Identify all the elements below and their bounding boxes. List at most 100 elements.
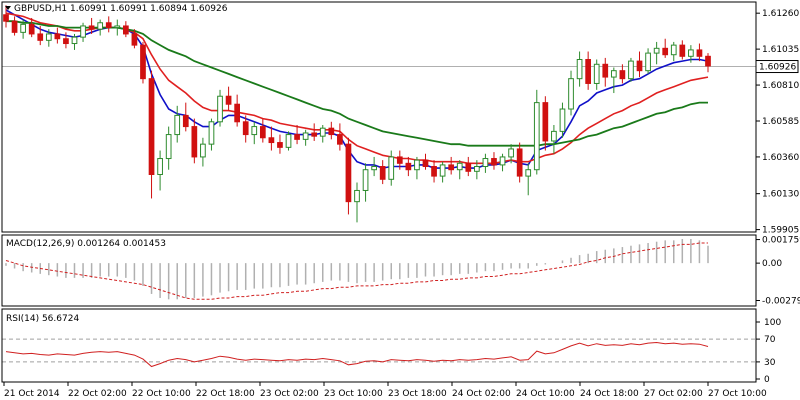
macd-header: MACD(12,26,9) 0.001264 0.001453 — [6, 239, 166, 249]
candle-bull — [71, 36, 78, 45]
candle-bull — [439, 164, 446, 177]
candle-bull — [217, 95, 223, 123]
menu-triangle-icon[interactable] — [5, 6, 11, 10]
candles — [3, 5, 711, 223]
candle-bull — [174, 114, 181, 136]
candle-bull — [670, 44, 677, 56]
candle-bull — [508, 148, 514, 158]
candle-bull — [20, 23, 26, 33]
candle-bear — [28, 23, 35, 35]
time-tick-label: 24 Oct 02:00 — [452, 389, 511, 399]
candle-bull — [208, 121, 215, 145]
candle-bear — [234, 103, 241, 123]
rsi-tick-label: 0 — [764, 375, 770, 385]
price-tick-label: 1.59905 — [762, 226, 799, 236]
candle-bear — [11, 20, 18, 33]
candle-bull — [114, 25, 121, 29]
candle-bear — [516, 148, 523, 177]
candle-bear — [259, 126, 266, 139]
candle-bull — [371, 166, 377, 171]
candle-bull — [473, 166, 480, 172]
candle-bull — [499, 156, 506, 166]
time-tick-label: 27 Oct 10:00 — [708, 389, 767, 399]
rsi-tick-label: 100 — [764, 318, 781, 328]
candle-bull — [610, 70, 617, 78]
time-tick-label: 22 Oct 18:00 — [196, 389, 255, 399]
candle-bull — [302, 132, 309, 140]
candle-bull — [97, 22, 104, 30]
time-tick-label: 21 Oct 2014 — [4, 389, 60, 399]
candle-bear — [268, 137, 275, 144]
candle-bear — [345, 143, 352, 203]
candle-bear — [225, 95, 232, 105]
macd-panel — [5, 239, 709, 300]
candle-bear — [311, 132, 318, 137]
panel-frame — [1, 234, 757, 307]
candle-bull — [157, 158, 163, 175]
candle-bear — [328, 127, 335, 136]
rsi-tick-label: 70 — [764, 335, 776, 345]
candle-bull — [482, 158, 489, 168]
axes — [1, 1, 799, 386]
price-tick-label: 1.61035 — [762, 45, 799, 55]
candle-bear — [182, 114, 189, 128]
candle-bull — [319, 127, 326, 137]
candle-bear — [448, 164, 455, 171]
candle-bear — [54, 33, 61, 40]
candle-bull — [688, 49, 694, 57]
current-price-label: 1.60926 — [759, 63, 796, 73]
ma-mid-line — [5, 12, 709, 165]
macd-tick-label: -0.00279 — [762, 297, 800, 307]
candle-bear — [277, 142, 283, 148]
time-tick-label: 22 Oct 10:00 — [132, 389, 191, 399]
candle-bull — [414, 159, 420, 171]
price-tick-label: 1.60585 — [762, 117, 799, 127]
price-tick-label: 1.60130 — [762, 190, 799, 200]
candle-bear — [422, 159, 429, 168]
price-tick-label: 1.60360 — [762, 153, 799, 163]
candle-bull — [165, 134, 172, 160]
macd-signal-line — [5, 242, 708, 300]
rsi-panel — [2, 338, 756, 368]
time-tick-label: 23 Oct 18:00 — [388, 389, 447, 399]
candle-bear — [88, 25, 95, 30]
time-tick-label: 24 Oct 10:00 — [516, 389, 575, 399]
price-tick-label: 1.61260 — [762, 9, 799, 19]
time-tick-label: 24 Oct 18:00 — [580, 389, 639, 399]
candle-bull — [525, 169, 532, 177]
ma-slow-line — [6, 20, 708, 147]
candle-bear — [602, 63, 609, 78]
rsi-line — [5, 341, 709, 368]
current-price-box — [755, 60, 799, 74]
candle-bear — [491, 158, 497, 166]
candle-bear — [191, 126, 198, 158]
panel-frame — [1, 308, 757, 383]
candle-bear — [585, 59, 592, 84]
candle-bear — [122, 25, 129, 35]
candle-bear — [431, 166, 437, 177]
time-tick-label: 23 Oct 02:00 — [260, 389, 319, 399]
candle-bull — [285, 134, 292, 148]
candle-bear — [148, 78, 155, 175]
candle-bear — [379, 166, 386, 180]
macd-tick-label: 0.00 — [762, 259, 782, 269]
candle-bull — [456, 162, 463, 171]
candle-bear — [405, 162, 412, 171]
candle-bull — [388, 156, 395, 180]
candle-bear — [294, 134, 300, 140]
candle-bear — [63, 38, 69, 45]
time-tick-label: 22 Oct 02:00 — [68, 389, 127, 399]
candle-bull — [45, 33, 52, 41]
candle-bull — [533, 102, 540, 171]
time-tick-label: 27 Oct 02:00 — [644, 389, 703, 399]
candle-bear — [3, 14, 9, 22]
candle-bear — [37, 33, 44, 41]
candle-bull — [568, 78, 574, 110]
price-tick-label: 1.60810 — [762, 81, 799, 91]
candle-bear — [542, 102, 549, 142]
moving-averages — [5, 9, 709, 169]
candle-bull — [251, 126, 258, 136]
time-tick-label: 23 Oct 10:00 — [324, 389, 383, 399]
candle-bull — [362, 169, 369, 191]
rsi-tick-label: 30 — [764, 358, 776, 368]
